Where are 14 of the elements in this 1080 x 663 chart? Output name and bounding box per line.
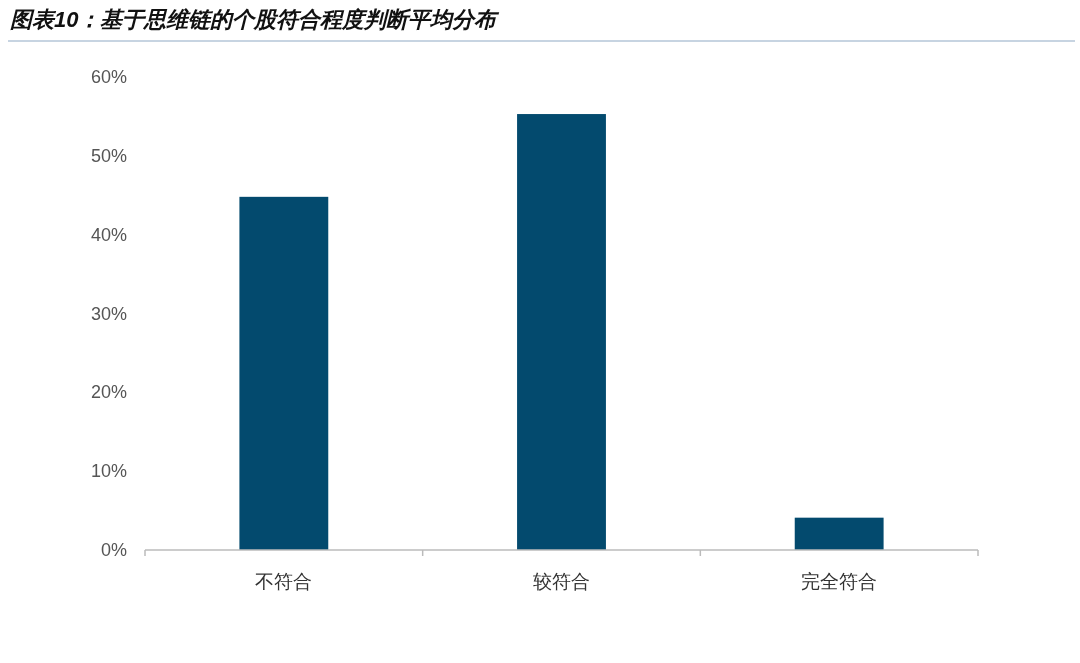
x-tick-label: 完全符合	[801, 571, 878, 592]
y-tick-label: 40%	[90, 224, 127, 245]
x-tick-label: 不符合	[255, 571, 313, 592]
y-tick-label: 30%	[90, 303, 127, 324]
chart-title: 图表10：基于思维链的个股符合程度判断平均分布	[10, 7, 501, 32]
bar	[239, 196, 329, 550]
bar	[794, 517, 884, 550]
y-tick-label: 50%	[90, 145, 127, 166]
bar	[517, 114, 606, 550]
x-tick-label: 较符合	[533, 571, 590, 592]
y-tick-label: 10%	[90, 461, 127, 482]
y-tick-label: 20%	[90, 382, 127, 403]
y-tick-label: 0%	[100, 540, 127, 560]
y-tick-label: 60%	[90, 67, 127, 87]
